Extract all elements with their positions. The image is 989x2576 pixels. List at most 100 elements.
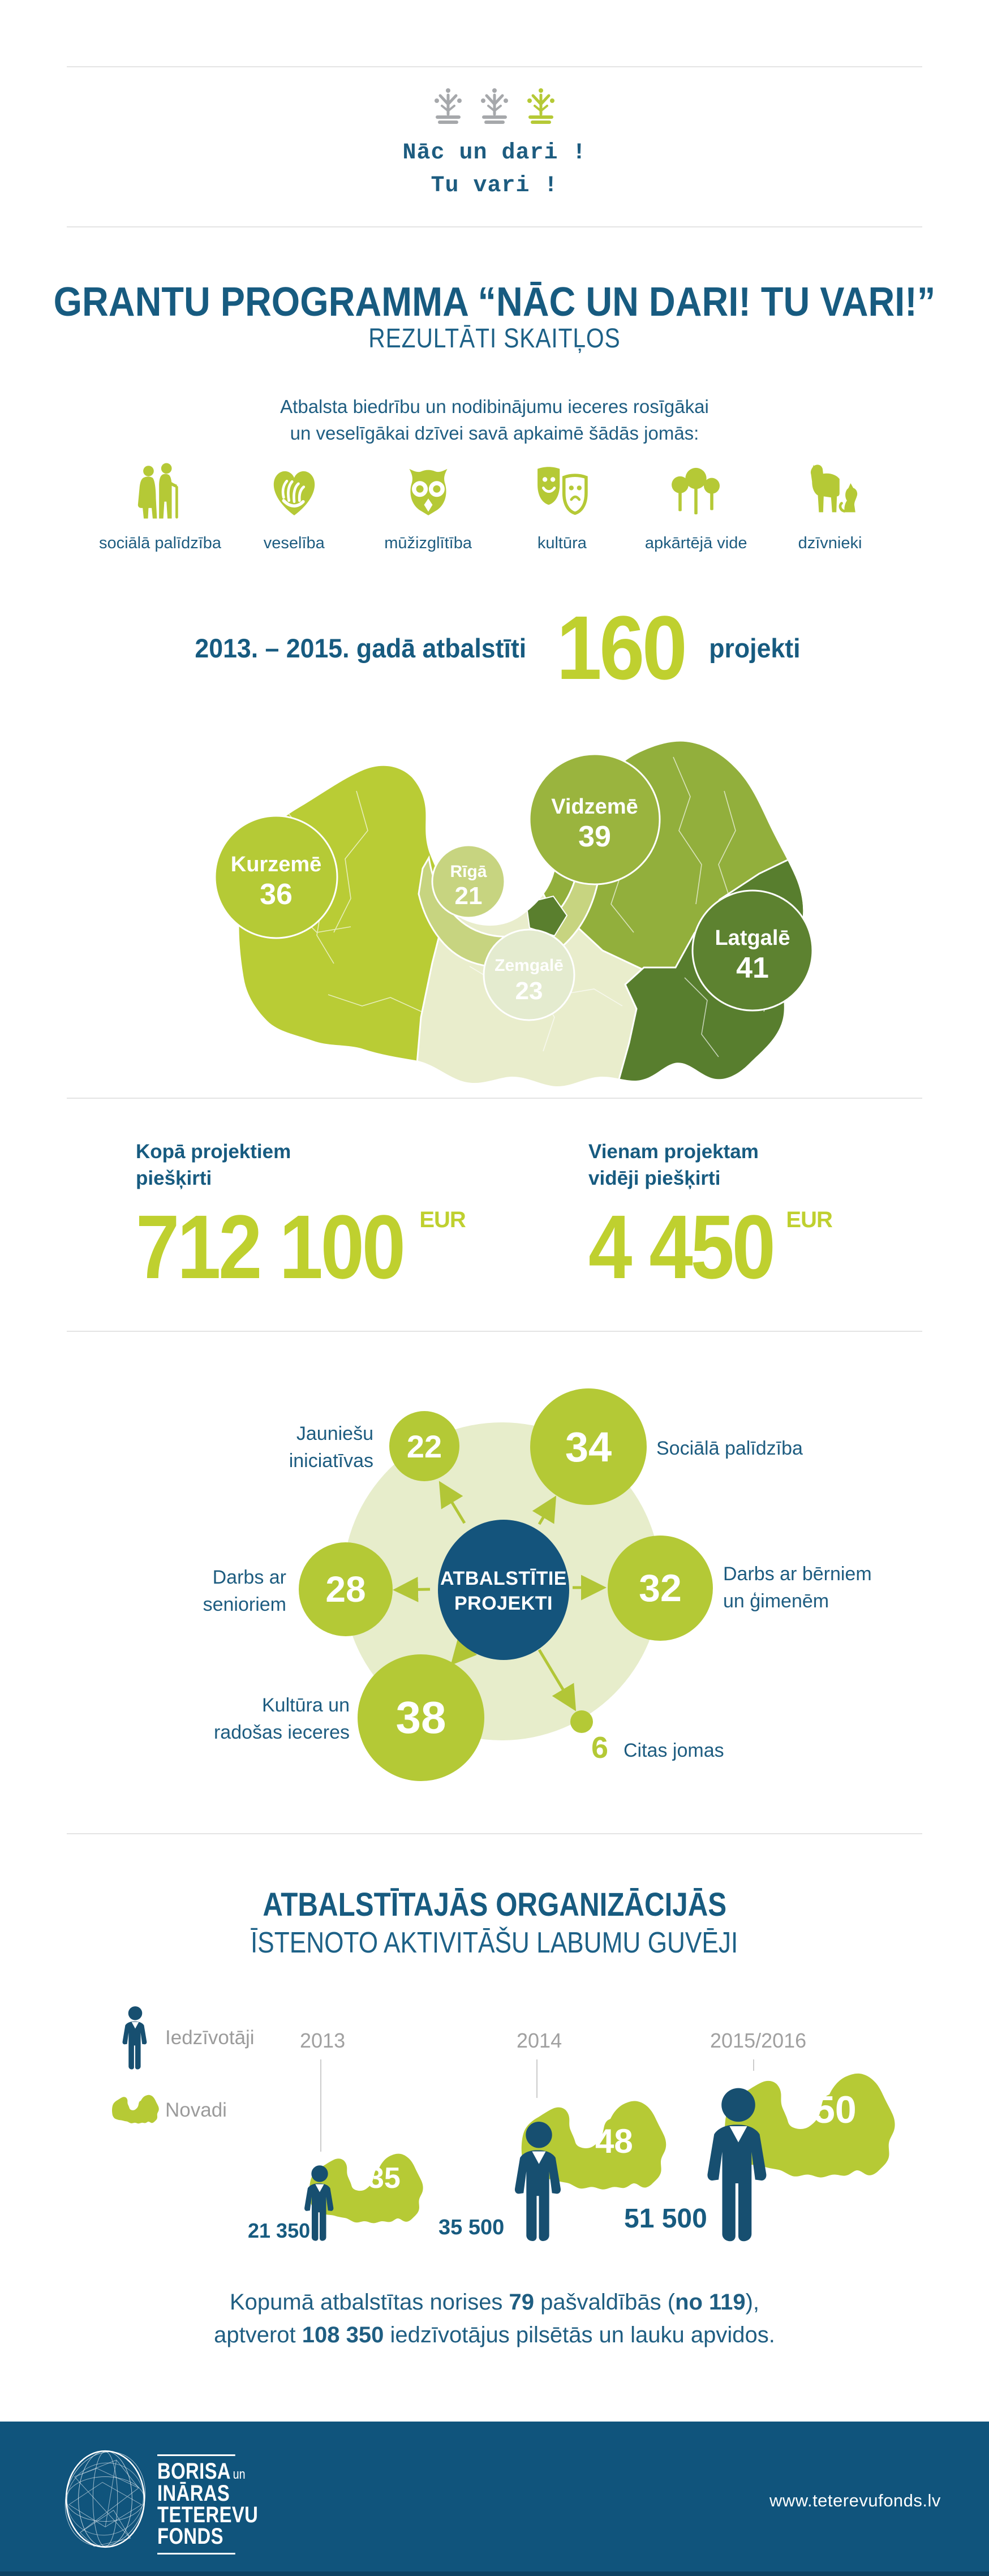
year-2015-line xyxy=(753,2059,754,2071)
novadi-2015-value: 50 xyxy=(814,2088,857,2131)
page-title-wrap: GRANTU PROGRAMMA “NĀC UN DARI! TU VARI!” xyxy=(0,282,989,322)
projects-count: 160 xyxy=(557,597,687,698)
label-kultura: Kultūra un radošas ieceres xyxy=(213,1695,350,1743)
projects-prefix: 2013. – 2015. gadā atbalstīti xyxy=(195,633,527,663)
funding-total-amount: 712 100 xyxy=(136,1196,406,1297)
area-label: mūžizglītība xyxy=(384,534,472,552)
beneficiaries-title-wrap: ATBALSTĪTAJĀS ORGANIZĀCIJĀS xyxy=(0,1889,989,1921)
theater-masks-icon xyxy=(538,467,588,515)
novadi-2013-value: 35 xyxy=(368,2162,401,2195)
footer-bottom-edge xyxy=(0,2571,989,2576)
area-health: veselība xyxy=(230,459,358,553)
area-label: dzīvnieki xyxy=(798,534,862,552)
summary-bold: 108 350 xyxy=(302,2323,384,2347)
org-name-2: INĀRAS xyxy=(157,2481,230,2506)
vidzeme-name: Vidzemē xyxy=(551,795,638,819)
latvia-map-icon xyxy=(111,2095,159,2124)
funding-average-label-1: Vienam projektam xyxy=(588,1141,759,1163)
divider-line xyxy=(67,66,922,67)
bubble-berni: 32 xyxy=(608,1536,713,1641)
bubble-sociala: 34 xyxy=(530,1388,647,1505)
summary-part: ), xyxy=(745,2290,760,2315)
area-animals: dzīvnieki xyxy=(766,459,894,553)
bubble-value: 32 xyxy=(639,1567,682,1610)
center-label: ATBALSTĪTIE PROJEKTI xyxy=(419,1566,588,1616)
riga-name: Rīgā xyxy=(450,862,487,881)
person-2015-icon xyxy=(707,2088,767,2242)
latgale-circle xyxy=(691,889,814,1012)
bubble-value: 28 xyxy=(325,1569,366,1610)
divider-line xyxy=(67,1833,922,1834)
area-label: apkārtējā vide xyxy=(644,534,747,552)
center-label-line2: PROJEKTI xyxy=(454,1593,553,1614)
beneficiaries-title-2: ĪSTENOTO AKTIVITĀŠU LABUMU GUVĒJI xyxy=(251,1926,738,1959)
funding-average-amount: 4 450 xyxy=(588,1196,776,1297)
org-name-1: BORISA xyxy=(157,2459,231,2484)
diagram-arrows xyxy=(393,1481,607,1711)
iedzivotaji-2014-value: 35 500 xyxy=(438,2216,505,2239)
legend-people-label: Iedzīvotāji xyxy=(165,2027,255,2049)
zemgale-name: Zemgalē xyxy=(494,956,564,975)
owl-icon xyxy=(408,468,448,515)
page-subtitle: REZULTĀTI SKAITĻOS xyxy=(368,324,621,354)
summary-part: iedzīvotājus pilsētās un lauku apvidos. xyxy=(384,2323,775,2347)
region-circles: Kurzemē 36 Rīgā 21 Vidzemē 39 Zemgalē 23… xyxy=(214,753,814,1021)
person-2014-icon xyxy=(514,2122,561,2242)
riga-city-patch xyxy=(525,895,568,937)
projects-suffix: projekti xyxy=(709,633,801,663)
projects-bubble-diagram: ATBALSTĪTIE PROJEKTI 22 34 28 32 38 Jaun… xyxy=(170,1375,872,1822)
funding-total-label-1: Kopā projektiem xyxy=(136,1141,291,1163)
riga-value: 21 xyxy=(455,882,483,910)
bubble-value: 22 xyxy=(406,1428,442,1464)
intro-line-2: un veselīgākai dzīvei savā apkaimē šādās… xyxy=(290,423,699,444)
label-seniori: Darbs ar senioriem xyxy=(203,1567,286,1615)
label-citas: Citas jomas xyxy=(624,1740,724,1761)
tree-icon xyxy=(435,88,462,124)
org-name-4: FONDS xyxy=(157,2524,223,2549)
person-2013-icon xyxy=(304,2165,334,2241)
summary-part: aptverot xyxy=(214,2323,302,2347)
elderly-couple-icon xyxy=(137,463,178,519)
funding-total-block: Kopā projektiem piešķirti 712 100 EUR xyxy=(136,1138,466,1292)
bubble-kultura: 38 xyxy=(358,1654,484,1781)
page-title: GRANTU PROGRAMMA “NĀC UN DARI! TU VARI!” xyxy=(53,279,936,325)
summary-bold: 79 xyxy=(509,2290,535,2315)
kurzeme-name: Kurzemē xyxy=(231,853,322,876)
summary-part: Kopumā atbalstītas norises xyxy=(229,2290,509,2315)
label-jauniesu: Jauniešu iniciatīvas xyxy=(289,1423,373,1472)
divider-line xyxy=(67,226,922,227)
iedzivotaji-2013-value: 21 350 xyxy=(248,2219,311,2242)
vidzeme-circle xyxy=(528,753,661,885)
support-areas-row: sociālā palīdzība veselība xyxy=(96,459,894,553)
funding-average-label-2: vidēji piešķirti xyxy=(588,1167,721,1189)
riga-circle xyxy=(431,844,506,919)
center-circle xyxy=(438,1520,569,1660)
funding-total-label-2: piešķirti xyxy=(136,1167,212,1189)
beneficiaries-title-1: ATBALSTĪTAJĀS ORGANIZĀCIJĀS xyxy=(263,1886,726,1923)
hand-heart-icon xyxy=(273,471,315,515)
kurzeme-circle xyxy=(214,815,338,939)
brand-tagline-2: Tu vari ! xyxy=(431,173,558,199)
year-2014-line xyxy=(536,2059,538,2098)
citas-jomas-value: 6 xyxy=(591,1731,609,1765)
trees-icon xyxy=(672,467,720,515)
logo-rule-top xyxy=(157,2454,235,2456)
projects-total-row: 2013. – 2015. gadā atbalstīti 160 projek… xyxy=(0,600,989,696)
area-label: veselība xyxy=(263,534,325,552)
website-link[interactable]: www.teterevufonds.lv xyxy=(769,2491,941,2510)
funding-total-currency: EUR xyxy=(419,1207,466,1232)
latgale-name: Latgalē xyxy=(715,926,790,950)
org-name-3: TETEREVU xyxy=(157,2502,259,2527)
bubble-seniori: 28 xyxy=(299,1542,393,1636)
area-label: kultūra xyxy=(537,534,587,552)
funding-average-currency: EUR xyxy=(786,1207,832,1232)
dog-cat-icon xyxy=(810,465,858,513)
bubble-value: 34 xyxy=(565,1423,612,1470)
fund-logo-text: BORISA un INĀRAS TETEREVU FONDS xyxy=(157,2454,258,2555)
year-2013-label: 2013 xyxy=(300,2029,346,2052)
logo-rule-bottom xyxy=(157,2553,235,2555)
year-2014-label: 2014 xyxy=(517,2029,562,2052)
label-berni: Darbs ar bērniem un ģimenēm xyxy=(723,1563,872,1612)
center-label-line1: ATBALSTĪTIE xyxy=(440,1568,567,1589)
